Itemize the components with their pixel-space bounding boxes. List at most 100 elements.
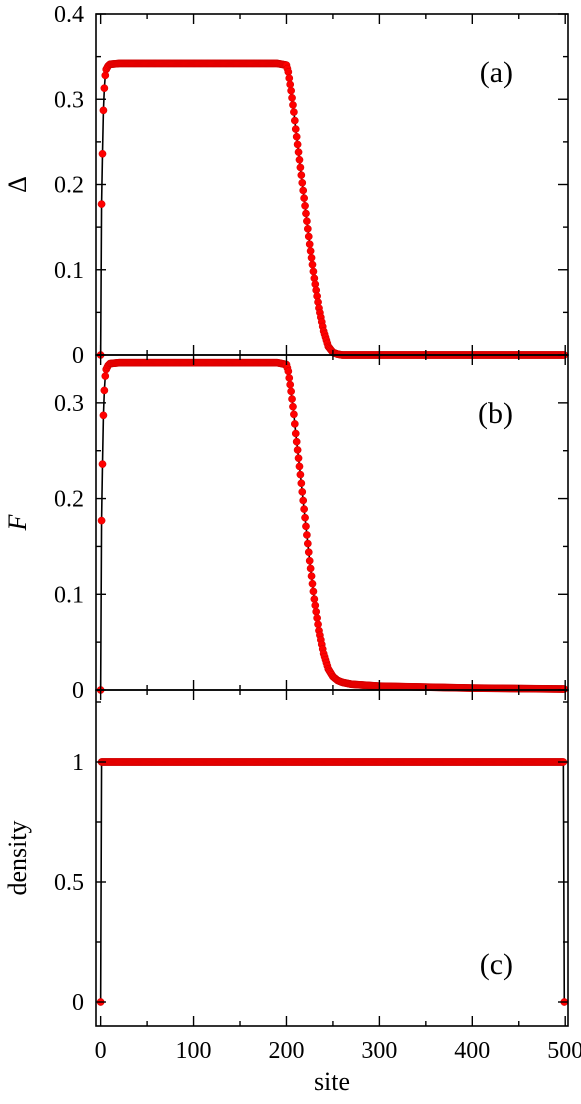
data-point [290,108,298,116]
y-axis-label: Δ [3,176,32,193]
data-point [293,140,302,149]
data-point [299,496,308,505]
data-point [314,620,322,629]
data-point [560,685,569,693]
x-tick-label: 300 [361,1038,397,1064]
data-point [297,171,306,179]
data-point [98,149,107,158]
data-point [294,454,303,463]
data-point [309,267,318,276]
data-point [292,132,301,141]
data-point [303,539,312,548]
x-tick-label: 200 [268,1038,304,1064]
data-point [294,148,303,156]
series-line [99,62,565,356]
data-point [288,395,296,403]
x-tick-label: 500 [547,1038,581,1064]
data-point [299,186,308,195]
y-tick-label: 0.2 [54,173,84,199]
panel-label: (a) [480,56,513,89]
panel-2: 0 0.1 0.2 0.3 F (b) [3,354,569,704]
y-tick-label: 0 [72,990,84,1016]
data-point [313,614,321,622]
x-tick-label: 400 [454,1038,490,1064]
data-point [100,386,109,395]
y-tick-label: 0.2 [54,487,84,513]
x-tick-label: 100 [176,1038,212,1064]
y-tick-label: 0.3 [54,391,84,417]
data-point [292,437,301,446]
data-point [288,93,296,102]
data-point [291,429,300,438]
x-tick-label: 0 [95,1038,107,1064]
y-axis-label: density [3,820,32,895]
y-tick-label: 0 [72,343,84,369]
data-point [99,106,108,115]
data-point [290,420,299,428]
data-point [289,101,297,109]
data-point [310,595,319,603]
data-point [309,587,318,596]
data-point [307,253,316,262]
data-point [101,372,110,380]
data-markers [96,358,569,694]
data-point [306,247,315,255]
panel-1: 0 0.1 0.2 0.3 0.4 Δ (a) [3,2,569,369]
data-point [297,479,306,488]
data-point [303,217,311,226]
data-point [303,224,312,233]
data-point [306,564,315,573]
data-point [296,163,305,172]
y-tick-label: 0.3 [54,87,84,113]
y-tick-label: 0.5 [54,870,84,896]
data-point [308,579,317,588]
data-point [302,522,310,531]
data-point [296,470,305,479]
data-point [308,260,317,269]
data-point [300,505,308,513]
data-point [303,531,311,539]
data-point [302,209,310,218]
data-point [99,411,108,420]
data-point [97,200,106,208]
data-point [300,194,308,202]
x-axis-label: site [314,1067,350,1096]
data-point [305,556,314,565]
y-tick-label: 0.1 [54,258,84,284]
data-point [295,462,304,471]
data-point [304,548,313,557]
data-point [293,446,302,454]
data-point [286,380,295,389]
panel-label: (c) [480,948,513,981]
data-point [290,410,298,419]
data-point [295,155,304,164]
panel-label: (b) [478,397,513,430]
data-point [312,607,321,616]
y-axis-label: F [3,513,32,531]
data-point [286,80,295,89]
data-point [290,116,299,125]
data-point [304,232,313,241]
data-point [301,513,309,522]
data-point [285,374,294,382]
data-point [301,201,309,210]
data-markers [96,59,569,359]
data-point [291,125,300,133]
y-tick-label: 0.4 [54,2,84,28]
data-point [311,601,320,610]
data-point [100,84,109,93]
data-point [289,402,297,411]
y-tick-label: 0 [72,678,84,704]
data-point [287,387,295,396]
data-point [305,240,314,249]
data-point [97,516,106,525]
panel-3: 0 100 200 300 400 500 site 0 0.5 1 density (c) [3,689,581,1096]
data-point [298,178,307,187]
y-tick-label: 0.1 [54,582,84,608]
y-tick-label: 1 [72,750,84,776]
data-point [284,367,293,376]
data-point [298,488,307,496]
data-point [287,86,295,95]
data-point [307,572,316,580]
